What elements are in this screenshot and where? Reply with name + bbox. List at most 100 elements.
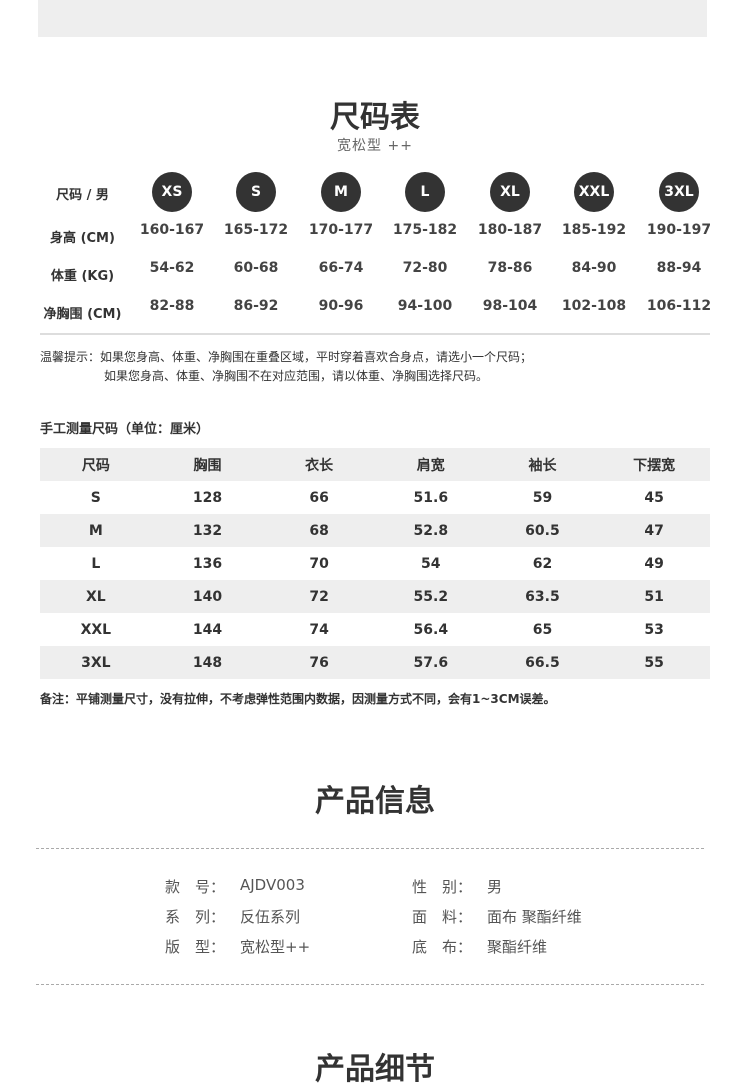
info-label: 版 型： (165, 938, 226, 956)
size-circle-s: S (236, 172, 276, 212)
info-label: 面 料： (412, 908, 473, 926)
info-value: 宽松型++ (240, 938, 311, 956)
column-header: 肩宽 (416, 457, 445, 474)
size-cell: 72-80 (402, 260, 448, 276)
info-value: 男 (487, 878, 503, 896)
table-cell: 3XL (81, 654, 111, 671)
table-cell: 57.6 (413, 654, 449, 671)
divider (40, 333, 710, 335)
measure-note: 备注：平铺测量尺寸，没有拉伸，不考虑弹性范围内数据，因测量方式不同，会有1~3C… (40, 692, 556, 706)
table-cell: 70 (309, 555, 329, 572)
size-chart-subtitle: 宽松型 ++ (337, 138, 413, 154)
size-cell: 185-192 (561, 222, 627, 238)
table-row: XXL 144 74 56.4 65 53 (40, 613, 710, 646)
table-cell: 148 (192, 654, 223, 671)
table-cell: 47 (644, 522, 664, 539)
table-cell: 54 (421, 555, 441, 572)
top-banner-placeholder (38, 0, 707, 37)
table-cell: 66.5 (525, 654, 560, 671)
size-cell: 165-172 (223, 222, 289, 238)
size-cell: 175-182 (392, 222, 458, 238)
info-value: 面布 聚酯纤维 (487, 908, 582, 926)
info-value: AJDV003 (240, 876, 305, 894)
table-cell: 74 (309, 621, 329, 638)
size-cell: 94-100 (397, 298, 453, 314)
size-circle-3xl: 3XL (659, 172, 699, 212)
info-value: 反伍系列 (240, 908, 301, 926)
dashed-divider (36, 984, 704, 985)
column-header: 胸围 (193, 457, 222, 474)
table-cell: 65 (532, 621, 553, 638)
table-cell: 53 (644, 621, 664, 638)
table-cell: 55.2 (413, 588, 449, 605)
size-cell: 60-68 (233, 260, 279, 276)
size-cell: 78-86 (487, 260, 533, 276)
size-cell: 98-104 (482, 298, 538, 314)
table-cell: 55 (644, 654, 664, 671)
info-label: 性 别： (412, 878, 473, 896)
table-cell: 132 (192, 522, 223, 539)
table-header-row: 尺码 胸围 衣长 肩宽 袖长 下摆宽 (40, 448, 710, 481)
table-row: M 132 68 52.8 60.5 47 (40, 514, 710, 547)
table-row: XL 140 72 55.2 63.5 51 (40, 580, 710, 613)
size-circle-m: M (321, 172, 361, 212)
table-cell: 144 (192, 621, 223, 638)
table-cell: 45 (644, 489, 664, 506)
tip-line-1: 温馨提示：如果您身高、体重、净胸围在重叠区域，平时穿着喜欢合身点，请选小一个尺码… (40, 350, 533, 364)
size-cell: 190-197 (646, 222, 712, 238)
size-cell: 82-88 (149, 298, 195, 314)
size-cell: 84-90 (571, 260, 617, 276)
table-row: 3XL 148 76 57.6 66.5 55 (40, 646, 710, 679)
column-header: 尺码 (81, 457, 110, 474)
table-cell: 56.4 (413, 621, 449, 638)
measure-table: 尺码 胸围 衣长 肩宽 袖长 下摆宽 S 128 66 51.6 59 45 M 132 68 52.8 60.… (40, 448, 710, 679)
size-cell: 54-62 (149, 260, 195, 276)
product-info-title: 产品信息 (315, 784, 435, 819)
info-label: 底 布： (412, 938, 473, 956)
product-detail-title: 产品细节 (315, 1052, 435, 1087)
column-header: 下摆宽 (633, 457, 676, 474)
size-cell: 88-94 (656, 260, 702, 276)
table-cell: 59 (532, 489, 553, 506)
row-label: 体重 (KG) (50, 269, 115, 284)
measure-title: 手工测量尺码（单位：厘米） (40, 422, 210, 437)
size-cell: 86-92 (233, 298, 279, 314)
table-cell: XXL (80, 621, 112, 638)
table-cell: 72 (309, 588, 329, 605)
size-cell: 102-108 (561, 298, 627, 314)
table-cell: 49 (644, 555, 664, 572)
size-cell: 170-177 (308, 222, 374, 238)
table-cell: XL (85, 588, 106, 605)
size-cell: 106-112 (646, 298, 712, 314)
row-label: 净胸围 (CM) (43, 307, 122, 322)
table-cell: 52.8 (413, 522, 449, 539)
table-cell: 51.6 (413, 489, 449, 506)
size-header-label: 尺码 / 男 (56, 188, 109, 203)
table-cell: 63.5 (525, 588, 560, 605)
size-circle-l: L (405, 172, 445, 212)
table-cell: 76 (309, 654, 329, 671)
table-cell: 136 (192, 555, 223, 572)
info-label: 系 列： (165, 908, 226, 926)
table-cell: S (90, 489, 101, 506)
size-circle-xxl: XXL (574, 172, 614, 212)
row-label: 身高 (CM) (50, 231, 115, 246)
table-cell: L (91, 555, 101, 572)
size-cell: 90-96 (318, 298, 364, 314)
table-cell: 68 (309, 522, 329, 539)
table-cell: 66 (309, 489, 329, 506)
info-value: 聚酯纤维 (487, 938, 548, 956)
table-cell: 128 (192, 489, 223, 506)
tip-line-2: 如果您身高、体重、净胸围不在对应范围，请以体重、净胸围选择尺码。 (104, 369, 489, 383)
info-label: 款 号： (165, 878, 226, 896)
size-chart-title: 尺码表 (330, 100, 420, 135)
table-row: S 128 66 51.6 59 45 (40, 481, 710, 514)
table-cell: 60.5 (525, 522, 560, 539)
column-header: 衣长 (305, 457, 334, 474)
table-cell: 140 (192, 588, 223, 605)
size-circle-xl: XL (490, 172, 530, 212)
size-cell: 66-74 (318, 260, 364, 276)
table-cell: 51 (644, 588, 664, 605)
table-row: L 136 70 54 62 49 (40, 547, 710, 580)
size-cell: 180-187 (477, 222, 543, 238)
